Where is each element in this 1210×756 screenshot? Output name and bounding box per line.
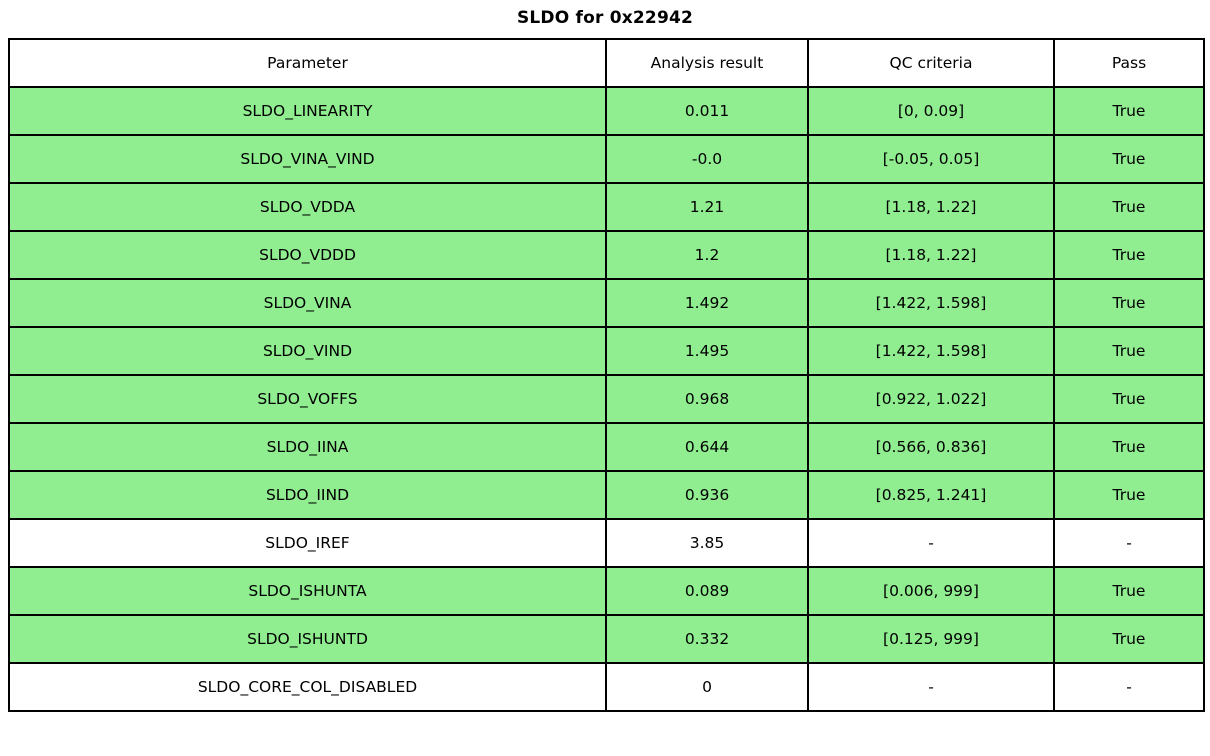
parameter-cell: SLDO_VINA_VIND: [8, 134, 607, 184]
qc-criteria-cell: [1.18, 1.22]: [807, 182, 1055, 232]
pass-cell: True: [1053, 374, 1205, 424]
pass-cell: True: [1053, 566, 1205, 616]
parameter-cell: SLDO_VINA: [8, 278, 607, 328]
qc-criteria-cell: [0.566, 0.836]: [807, 422, 1055, 472]
qc-criteria-cell: -: [807, 662, 1055, 712]
qc-criteria-cell: [1.422, 1.598]: [807, 326, 1055, 376]
header-row: Parameter Analysis result QC criteria Pa…: [8, 38, 1205, 88]
header-qc-criteria: QC criteria: [807, 38, 1055, 88]
analysis-result-cell: 1.495: [605, 326, 809, 376]
pass-cell: True: [1053, 182, 1205, 232]
parameter-cell: SLDO_IIND: [8, 470, 607, 520]
table-row: SLDO_VOFFS 0.968 [0.922, 1.022] True: [8, 374, 1205, 424]
qc-table-body: SLDO_LINEARITY 0.011 [0, 0.09] True SLDO_VIN…: [8, 86, 1205, 712]
qc-criteria-cell: [0.006, 999]: [807, 566, 1055, 616]
parameter-cell: SLDO_VIND: [8, 326, 607, 376]
analysis-result-cell: 1.2: [605, 230, 809, 280]
analysis-result-cell: -0.0: [605, 134, 809, 184]
parameter-cell: SLDO_VOFFS: [8, 374, 607, 424]
table-row: SLDO_VINA 1.492 [1.422, 1.598] True: [8, 278, 1205, 328]
qc-criteria-cell: [1.18, 1.22]: [807, 230, 1055, 280]
analysis-result-cell: 0.968: [605, 374, 809, 424]
table-row: SLDO_IINA 0.644 [0.566, 0.836] True: [8, 422, 1205, 472]
header-pass: Pass: [1053, 38, 1205, 88]
table-row: SLDO_VDDD 1.2 [1.18, 1.22] True: [8, 230, 1205, 280]
page-title: SLDO for 0x22942: [516, 8, 694, 28]
pass-cell: True: [1053, 614, 1205, 664]
table-row: SLDO_VIND 1.495 [1.422, 1.598] True: [8, 326, 1205, 376]
qc-criteria-cell: [0.825, 1.241]: [807, 470, 1055, 520]
analysis-result-cell: 0.089: [605, 566, 809, 616]
table-row: SLDO_IREF 3.85- -: [8, 518, 1205, 568]
parameter-cell: SLDO_IINA: [8, 422, 607, 472]
analysis-result-cell: 0.332: [605, 614, 809, 664]
analysis-result-cell: 0.011: [605, 86, 809, 136]
header-parameter: Parameter: [8, 38, 607, 88]
pass-cell: True: [1053, 278, 1205, 328]
qc-criteria-cell: [0.125, 999]: [807, 614, 1055, 664]
pass-cell: True: [1053, 470, 1205, 520]
table-row: SLDO_VINA_VIND -0.0 [-0.05, 0.05] True: [8, 134, 1205, 184]
analysis-result-cell: 3.85: [605, 518, 809, 568]
pass-cell: True: [1053, 230, 1205, 280]
analysis-result-cell: 0.644: [605, 422, 809, 472]
pass-cell: True: [1053, 86, 1205, 136]
parameter-cell: SLDO_VDDA: [8, 182, 607, 232]
table-row: SLDO_LINEARITY 0.011 [0, 0.09] True: [8, 86, 1205, 136]
pass-cell: -: [1053, 662, 1205, 712]
table-row: SLDO_CORE_COL_DISABLED 0- -: [8, 662, 1205, 712]
table-row: SLDO_ISHUNTA 0.089 [0.006, 999] True: [8, 566, 1205, 616]
pass-cell: -: [1053, 518, 1205, 568]
qc-criteria-cell: [1.422, 1.598]: [807, 278, 1055, 328]
parameter-cell: SLDO_ISHUNTA: [8, 566, 607, 616]
analysis-result-cell: 0: [605, 662, 809, 712]
pass-cell: True: [1053, 422, 1205, 472]
parameter-cell: SLDO_IREF: [8, 518, 607, 568]
parameter-cell: SLDO_ISHUNTD: [8, 614, 607, 664]
qc-criteria-cell: [0.922, 1.022]: [807, 374, 1055, 424]
header-analysis-result: Analysis result: [605, 38, 809, 88]
qc-criteria-cell: [-0.05, 0.05]: [807, 134, 1055, 184]
analysis-result-cell: 1.21: [605, 182, 809, 232]
qc-criteria-cell: [0, 0.09]: [807, 86, 1055, 136]
pass-cell: True: [1053, 134, 1205, 184]
table-row: SLDO_IIND 0.936 [0.825, 1.241] True: [8, 470, 1205, 520]
table-row: SLDO_ISHUNTD 0.332 [0.125, 999] True: [8, 614, 1205, 664]
parameter-cell: SLDO_VDDD: [8, 230, 607, 280]
analysis-result-cell: 0.936: [605, 470, 809, 520]
parameter-cell: SLDO_CORE_COL_DISABLED: [8, 662, 607, 712]
pass-cell: True: [1053, 326, 1205, 376]
table-header: Parameter Analysis result QC criteria Pa…: [8, 38, 1205, 88]
qc-results-table: Parameter Analysis result QC criteria Pa…: [8, 38, 1205, 712]
table-row: SLDO_VDDA 1.21 [1.18, 1.22] True: [8, 182, 1205, 232]
analysis-result-cell: 1.492: [605, 278, 809, 328]
qc-criteria-cell: -: [807, 518, 1055, 568]
parameter-cell: SLDO_LINEARITY: [8, 86, 607, 136]
